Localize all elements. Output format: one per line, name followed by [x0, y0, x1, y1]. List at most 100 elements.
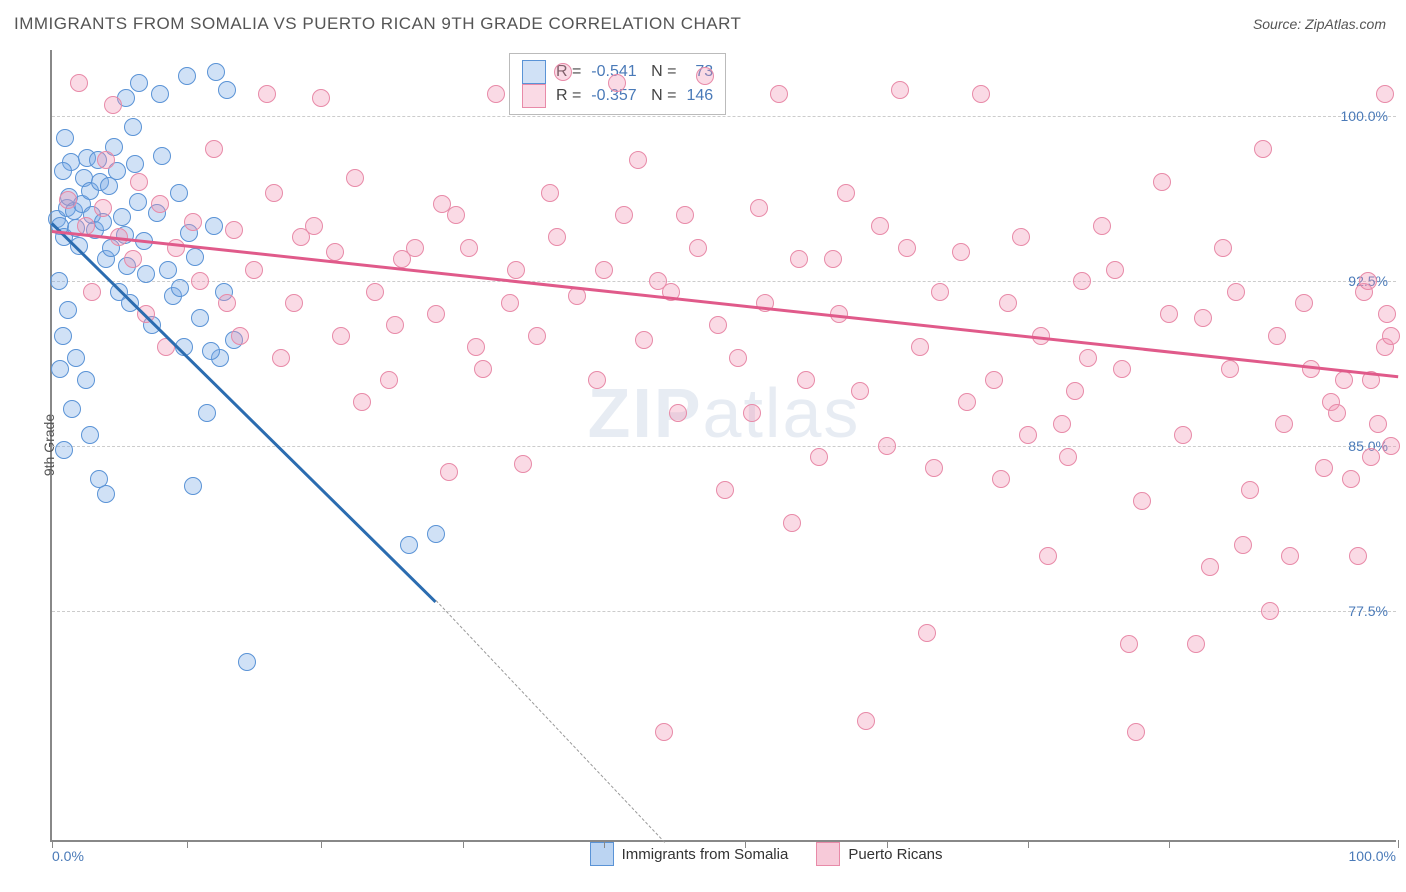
data-point — [104, 96, 122, 114]
data-point — [81, 426, 99, 444]
data-point — [1073, 272, 1091, 290]
source-label: Source: ZipAtlas.com — [1253, 16, 1386, 32]
y-tick-label: 100.0% — [1341, 108, 1388, 124]
data-point — [992, 470, 1010, 488]
data-point — [1012, 228, 1030, 246]
data-point — [1113, 360, 1131, 378]
data-point — [231, 327, 249, 345]
data-point — [716, 481, 734, 499]
data-point — [1127, 723, 1145, 741]
data-point — [51, 360, 69, 378]
trend-line — [435, 600, 665, 843]
legend-label-somalia: Immigrants from Somalia — [622, 846, 789, 863]
data-point — [952, 243, 970, 261]
data-point — [1093, 217, 1111, 235]
data-point — [83, 283, 101, 301]
data-point — [191, 309, 209, 327]
data-point — [460, 239, 478, 257]
data-point — [878, 437, 896, 455]
data-point — [54, 327, 72, 345]
data-point — [55, 441, 73, 459]
data-point — [1053, 415, 1071, 433]
data-point — [1187, 635, 1205, 653]
data-point — [837, 184, 855, 202]
data-point — [501, 294, 519, 312]
data-point — [70, 74, 88, 92]
data-point — [218, 81, 236, 99]
data-point — [1201, 558, 1219, 576]
swatch-puerto-rican — [522, 84, 546, 108]
x-tick — [187, 840, 188, 848]
data-point — [851, 382, 869, 400]
data-point — [225, 221, 243, 239]
y-axis-title: 9th Grade — [41, 414, 57, 476]
data-point — [1133, 492, 1151, 510]
data-point — [159, 261, 177, 279]
data-point — [59, 301, 77, 319]
data-point — [258, 85, 276, 103]
data-point — [514, 455, 532, 473]
data-point — [130, 173, 148, 191]
data-point — [1382, 437, 1400, 455]
legend-item-puerto-rican: Puerto Ricans — [816, 842, 942, 866]
data-point — [595, 261, 613, 279]
data-point — [124, 118, 142, 136]
series-legend: Immigrants from Somalia Puerto Ricans — [590, 842, 943, 866]
data-point — [97, 485, 115, 503]
data-point — [898, 239, 916, 257]
watermark: ZIPatlas — [588, 373, 861, 453]
data-point — [1241, 481, 1259, 499]
data-point — [689, 239, 707, 257]
chart-container: IMMIGRANTS FROM SOMALIA VS PUERTO RICAN … — [0, 0, 1406, 892]
x-tick — [745, 840, 746, 848]
data-point — [1039, 547, 1057, 565]
data-point — [380, 371, 398, 389]
data-point — [1227, 283, 1245, 301]
data-point — [63, 400, 81, 418]
data-point — [750, 199, 768, 217]
legend-label-puerto-rican: Puerto Ricans — [848, 846, 942, 863]
data-point — [1066, 382, 1084, 400]
legend-item-somalia: Immigrants from Somalia — [590, 842, 789, 866]
data-point — [541, 184, 559, 202]
data-point — [1106, 261, 1124, 279]
data-point — [615, 206, 633, 224]
legend-swatch-puerto-rican — [816, 842, 840, 866]
x-tick — [321, 840, 322, 848]
data-point — [925, 459, 943, 477]
data-point — [783, 514, 801, 532]
data-point — [911, 338, 929, 356]
data-point — [918, 624, 936, 642]
data-point — [1295, 294, 1313, 312]
x-tick — [887, 840, 888, 848]
data-point — [1120, 635, 1138, 653]
data-point — [50, 272, 68, 290]
data-point — [1174, 426, 1192, 444]
data-point — [568, 287, 586, 305]
y-tick-label: 77.5% — [1348, 603, 1388, 619]
data-point — [999, 294, 1017, 312]
data-point — [97, 151, 115, 169]
data-point — [332, 327, 350, 345]
data-point — [427, 305, 445, 323]
data-point — [857, 712, 875, 730]
gridline — [52, 611, 1396, 612]
data-point — [1153, 173, 1171, 191]
data-point — [218, 294, 236, 312]
data-point — [1328, 404, 1346, 422]
data-point — [696, 67, 714, 85]
data-point — [1194, 309, 1212, 327]
data-point — [366, 283, 384, 301]
data-point — [202, 342, 220, 360]
data-point — [205, 140, 223, 158]
gridline — [52, 446, 1396, 447]
data-point — [1079, 349, 1097, 367]
data-point — [272, 349, 290, 367]
data-point — [151, 85, 169, 103]
data-point — [608, 74, 626, 92]
data-point — [170, 184, 188, 202]
data-point — [1335, 371, 1353, 389]
data-point — [1268, 327, 1286, 345]
x-axis-label-min: 0.0% — [52, 848, 84, 864]
trend-line — [52, 230, 1398, 378]
